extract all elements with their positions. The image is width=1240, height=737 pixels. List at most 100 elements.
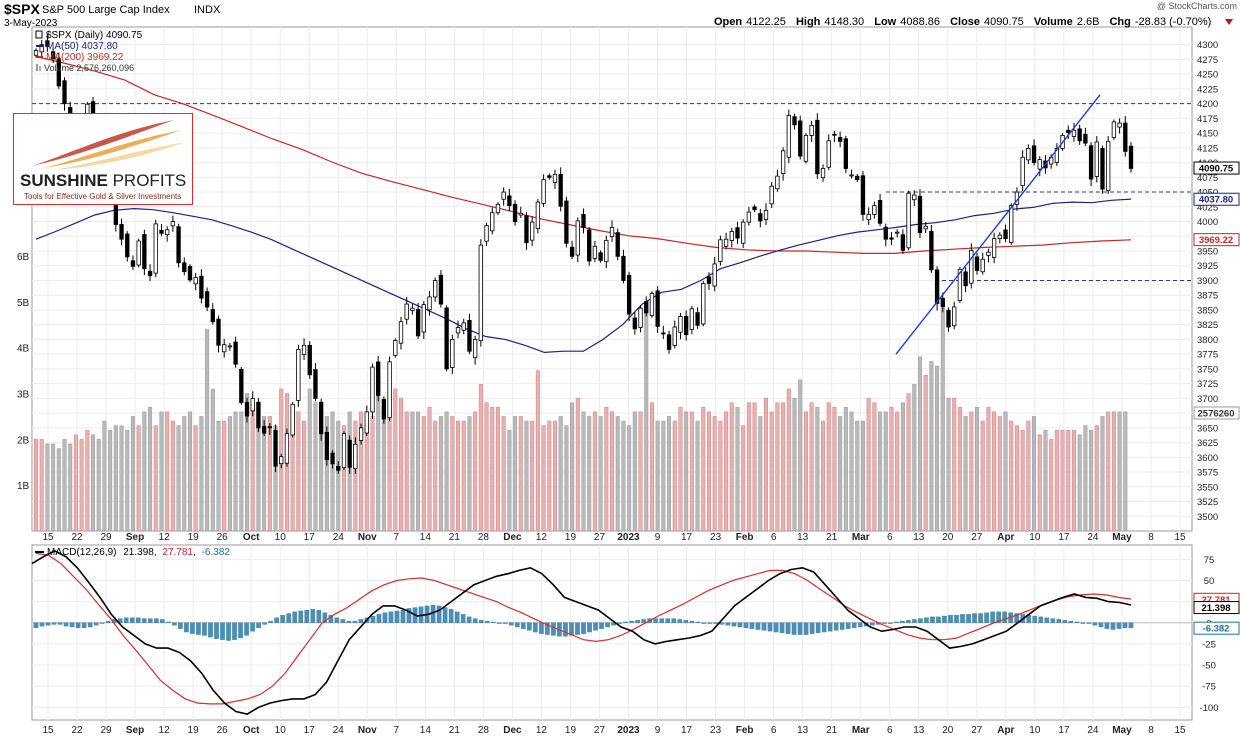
macd-hist-bar: [472, 618, 478, 623]
candle-body: [216, 318, 221, 346]
volume-bar: [91, 434, 96, 532]
x-tick-label: 21: [449, 532, 461, 543]
candle-body: [792, 116, 797, 126]
candle-body: [415, 309, 421, 337]
ma200-tag-box: [1193, 233, 1240, 247]
price-tick-label: 4250: [1197, 70, 1218, 81]
volume-bar: [541, 425, 546, 532]
x-tick-label: Mar: [852, 725, 870, 736]
candle-body: [849, 174, 854, 177]
logo-tagline: Tools for Effective Gold & Silver Invest…: [24, 192, 182, 201]
candle-body: [244, 402, 250, 417]
macd-hist-bar: [442, 607, 448, 623]
candle-body: [706, 276, 712, 284]
volume-bar: [667, 416, 672, 532]
price-tick-label: 3900: [1197, 276, 1218, 287]
macd-hist-bar: [352, 620, 358, 623]
candle-body: [701, 283, 706, 325]
volume-bar: [370, 416, 375, 532]
volume-bar: [843, 407, 848, 532]
macd-hist-bar: [1038, 616, 1044, 623]
volume-bar: [592, 411, 597, 532]
candle-body: [644, 301, 649, 314]
candle-body: [450, 339, 455, 368]
x-tick-label: 14: [420, 725, 432, 736]
macd-hist-bar: [888, 622, 893, 624]
price-tick-label: 4125: [1197, 143, 1218, 154]
candle-body: [410, 307, 415, 311]
macd-hist-bar: [755, 622, 761, 630]
candle-body: [866, 214, 871, 221]
price-tick-label: 3825: [1197, 320, 1218, 331]
candle-body: [39, 44, 44, 53]
macd-hist-bar: [683, 620, 689, 623]
candle-body: [495, 204, 501, 214]
candle-body: [438, 274, 444, 305]
volume-bar: [986, 407, 991, 532]
trendline: [895, 94, 1101, 355]
volume-bar: [1014, 425, 1019, 532]
candle-body: [695, 312, 700, 326]
x-tick-label: 15: [42, 725, 54, 736]
volume-bar: [849, 411, 854, 532]
candle-body: [974, 256, 980, 271]
macd-hist-bar: [954, 615, 959, 623]
volume-tick-label: 1B: [17, 481, 30, 492]
volume-bar: [1117, 411, 1122, 532]
x-tick-label: 6: [771, 725, 777, 736]
price-tick-label: 4200: [1197, 99, 1218, 110]
x-tick-label: 17: [1058, 725, 1070, 736]
macd-hist-bar: [635, 620, 640, 623]
volume-bar: [1054, 429, 1059, 532]
macd-hist-bar: [232, 622, 237, 640]
macd-signal-value: 27.781: [162, 547, 193, 558]
x-tick-label: 23: [710, 532, 722, 543]
candle-body: [1128, 145, 1134, 169]
volume-bar: [895, 411, 900, 532]
index-name: S&P 500 Large Cap Index: [42, 4, 170, 16]
macd-hist-bar: [906, 620, 911, 623]
macd-hist-bar: [208, 622, 213, 638]
macd-hist-bar: [833, 622, 839, 631]
volume-bar: [615, 416, 620, 532]
volume-bar: [1009, 420, 1014, 532]
macd-hist-bar: [545, 622, 550, 635]
volume-bar: [992, 411, 997, 532]
macd-panel-frame: [31, 544, 1193, 721]
candle-body: [598, 252, 603, 261]
price-tick-label: 4150: [1197, 129, 1218, 140]
macd-hist-bar: [154, 618, 159, 623]
volume-bar: [906, 393, 911, 532]
macd-hist-bar: [984, 612, 989, 623]
volume-bar: [239, 411, 244, 532]
macd-hist-bar: [785, 622, 791, 634]
volume-bar: [1032, 416, 1037, 532]
x-tick-label: Apr: [997, 725, 1014, 736]
candle-body: [1003, 229, 1008, 240]
macd-hist-bar: [1086, 622, 1092, 624]
macd-hist-bar: [791, 622, 797, 635]
x-tick-label: 12: [536, 725, 548, 736]
candle-body: [301, 344, 307, 356]
volume-bar: [632, 411, 637, 532]
candle-body: [1009, 205, 1014, 243]
candle-body: [239, 368, 244, 403]
macd-hist-bar: [533, 622, 538, 633]
x-tick-label: 10: [1029, 532, 1041, 543]
candle-body: [815, 119, 820, 175]
macd-hist-bar: [845, 622, 851, 629]
candle-body: [467, 319, 472, 352]
macd-label: MACD(12,26,9): [47, 547, 116, 558]
macd-hist-bar: [256, 622, 261, 629]
volume-bar: [923, 374, 928, 532]
candle-body: [832, 133, 837, 136]
volume-bar: [495, 407, 500, 532]
macd-hist-bar: [190, 622, 195, 634]
candle-body: [552, 173, 558, 183]
macd-hist-bar: [334, 617, 340, 623]
macd-hist-bar: [665, 618, 671, 623]
macd-hist-bar: [502, 622, 508, 624]
candle-body: [204, 291, 210, 308]
macd-hist-bar: [280, 615, 285, 623]
candle-body: [1123, 122, 1128, 152]
